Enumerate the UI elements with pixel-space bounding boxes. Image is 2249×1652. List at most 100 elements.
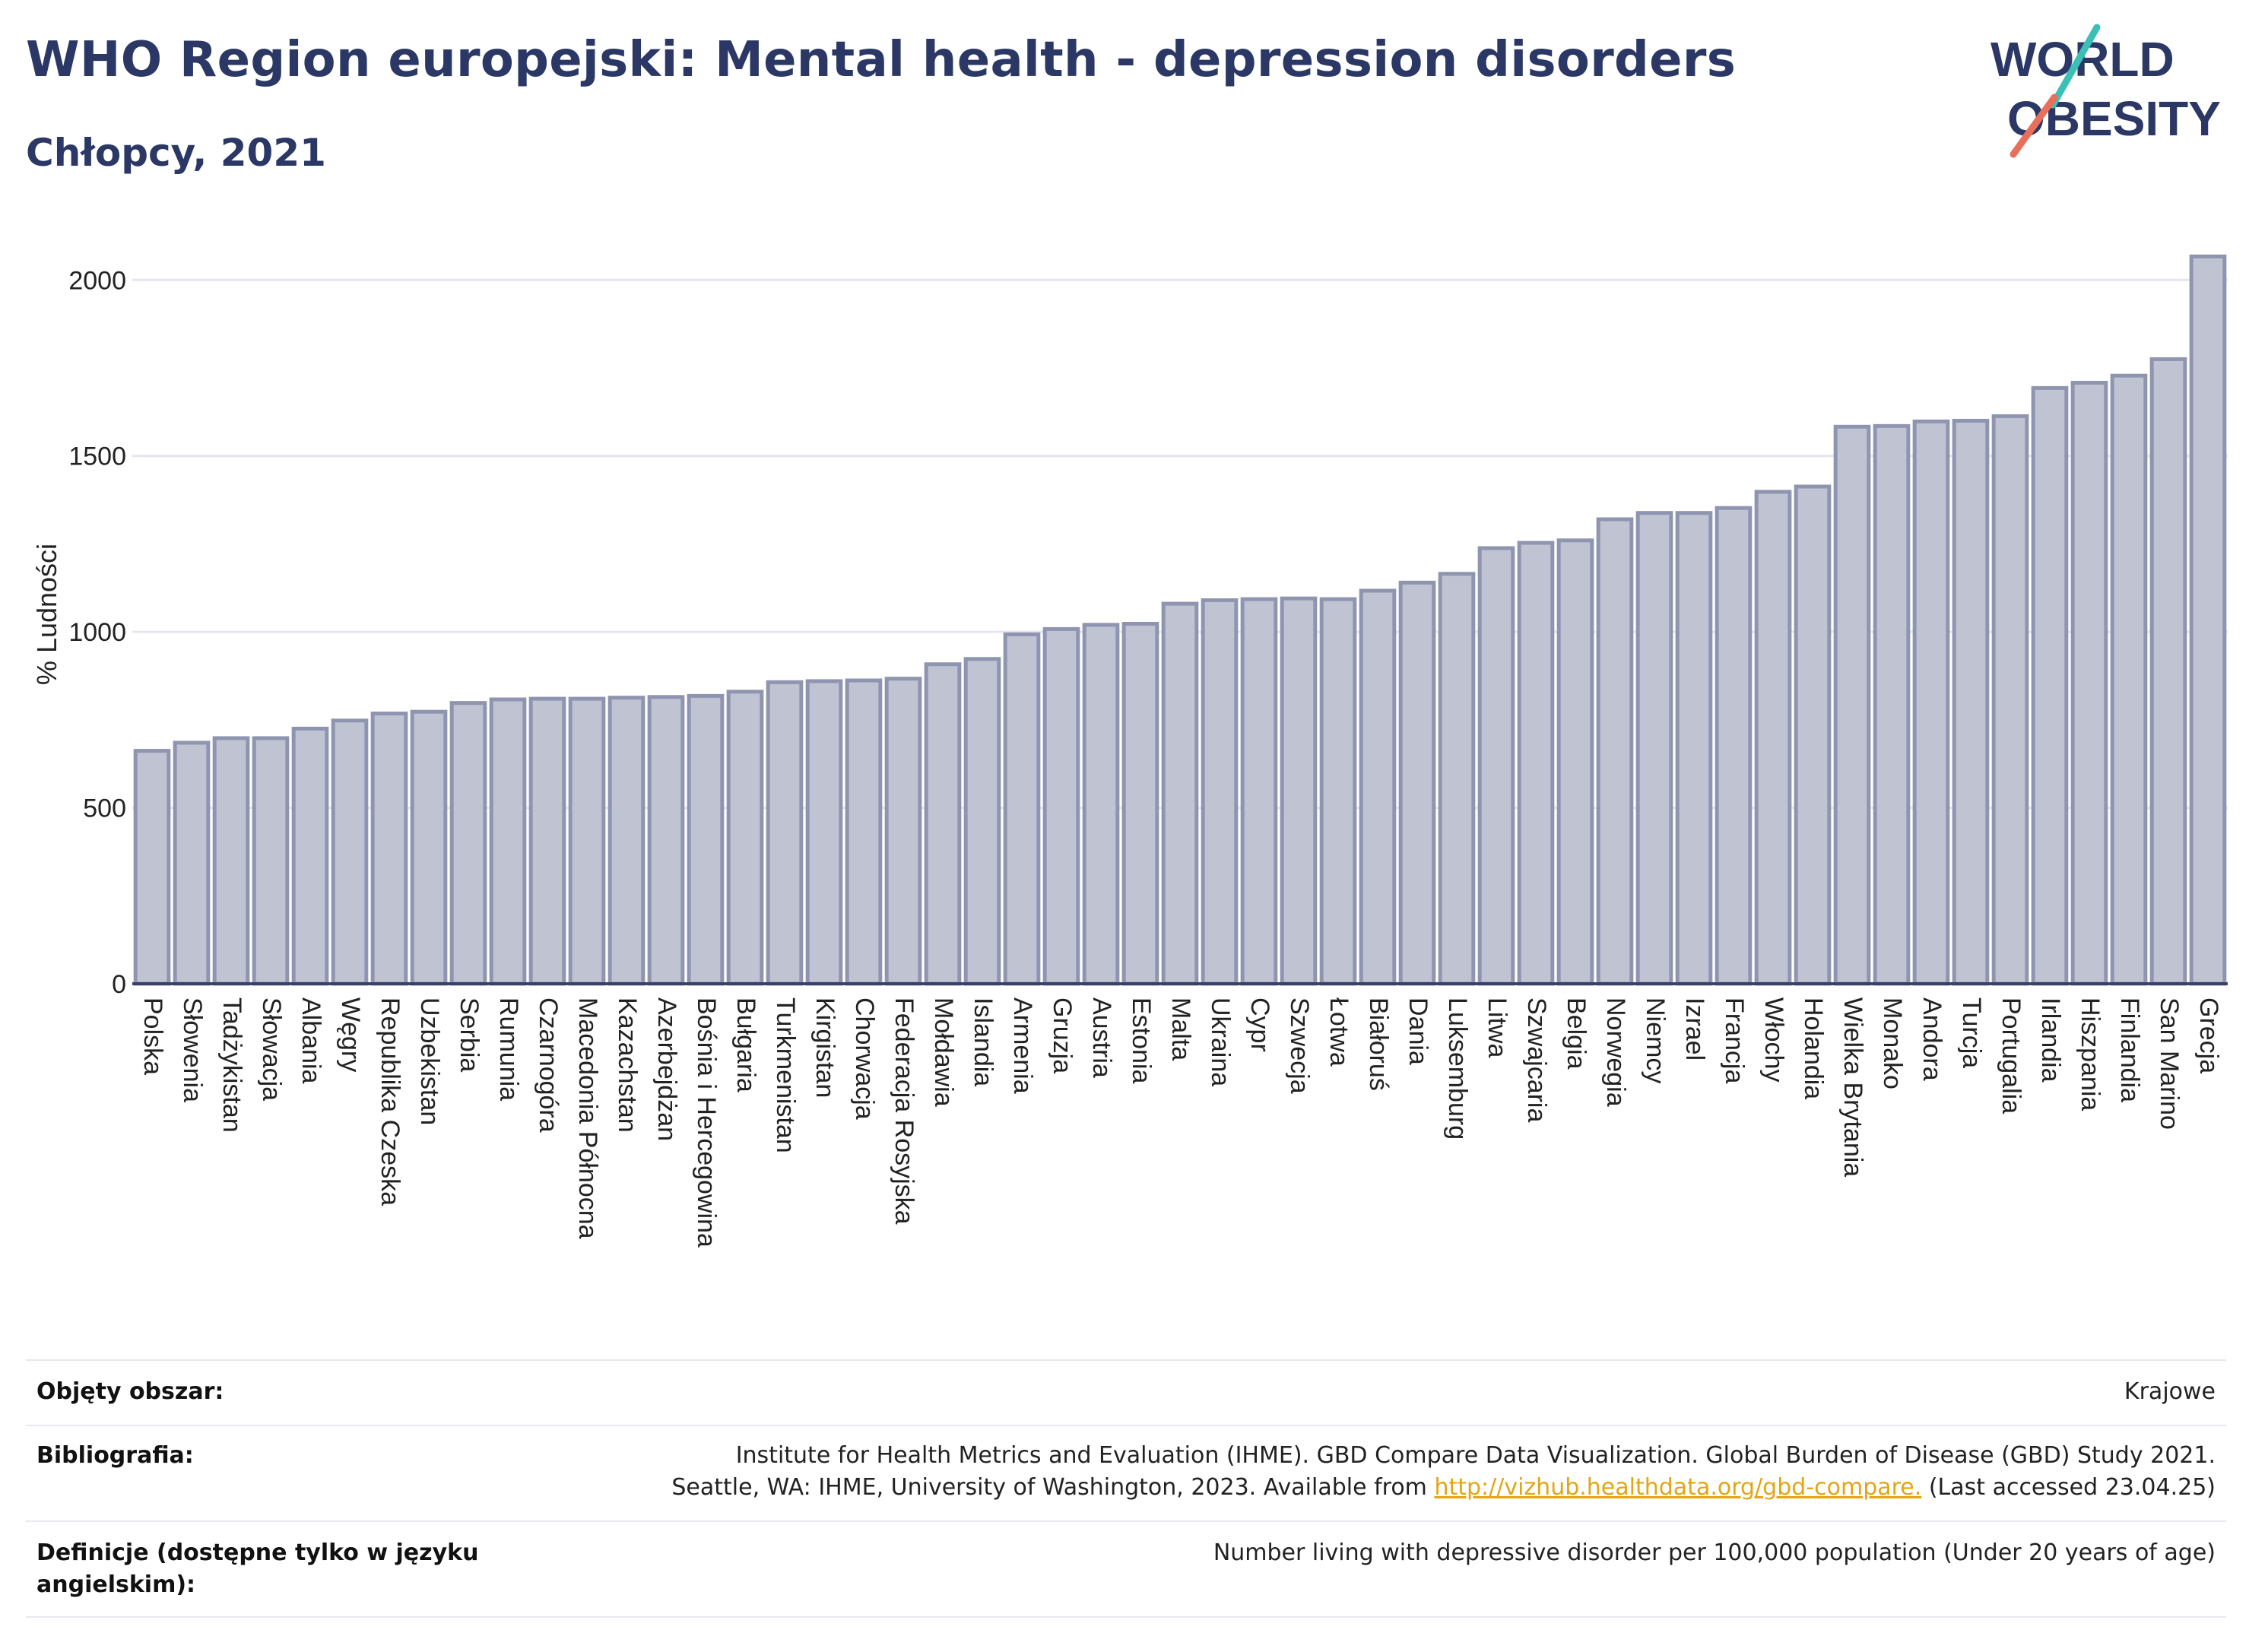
source-link[interactable]: http://vizhub.healthdata.org/gbd-compare… — [1434, 1474, 1922, 1501]
chart-subtitle: Chłopcy, 2021 — [26, 131, 326, 175]
x-tick-label: Finlandia — [2115, 997, 2144, 1102]
bar — [291, 726, 329, 986]
bar — [1873, 423, 1911, 986]
definition-value: Number living with depressive disorder p… — [1213, 1539, 2216, 1566]
bar — [1556, 538, 1594, 986]
bar — [2110, 373, 2148, 986]
x-tick-label: Federacja Rosyjska — [890, 997, 918, 1225]
x-tick-label: Polska — [138, 997, 167, 1075]
bar — [1280, 596, 1318, 986]
definition-label: Definicje (dostępne tylko w języku angie… — [36, 1539, 479, 1598]
x-tick-label: Republika Czeska — [376, 997, 404, 1206]
info-row-coverage: Objęty obszar: Krajowe — [26, 1359, 2226, 1425]
x-tick-label: Azerbejdżan — [652, 997, 681, 1141]
x-tick-label: Bułgaria — [731, 997, 760, 1092]
x-tick-label: Islandia — [969, 997, 998, 1086]
x-tick-label: Portugalia — [1997, 997, 2025, 1114]
bar — [1991, 414, 2029, 986]
bibliography-line2-pre: Seattle, WA: IHME, University of Washing… — [671, 1474, 1435, 1501]
bar — [2149, 357, 2187, 986]
bar — [845, 678, 883, 986]
bar — [924, 662, 962, 986]
logo-slash-bottom — [2010, 94, 2058, 158]
x-tick-label: Grecja — [2194, 997, 2223, 1073]
bar — [1121, 621, 1159, 986]
bar — [1201, 598, 1239, 986]
x-tick-label: Dania — [1404, 997, 1432, 1065]
bibliography-line1: Institute for Health Metrics and Evaluat… — [735, 1442, 2216, 1469]
bibliography-line2: Seattle, WA: IHME, University of Washing… — [543, 1472, 2216, 1504]
bar — [1833, 424, 1871, 986]
bar — [489, 697, 527, 986]
x-tick-label: Albania — [297, 997, 325, 1084]
bar — [1082, 623, 1120, 986]
bar — [370, 712, 408, 986]
chart-title: WHO Region europejski: Mental health - d… — [26, 32, 1737, 88]
bar — [449, 701, 487, 986]
bar — [2189, 254, 2227, 986]
logo-slash-top — [2049, 24, 2101, 109]
bibliography-value: Institute for Health Metrics and Evaluat… — [543, 1440, 2216, 1504]
bar-chart: 0 500 1000 1500 2000 Polska Słowenia Tadżykist… — [31, 254, 2228, 1248]
x-tick-labels: Polska Słowenia Tadżykistan Słowacja Albania… — [138, 997, 2223, 1248]
bar — [1003, 632, 1041, 986]
world-obesity-logo: WORLD OBESITY — [1990, 24, 2221, 158]
x-tick-label: Białoruś — [1364, 997, 1393, 1091]
bar — [963, 657, 1001, 986]
x-tick-label: Słowacja — [257, 997, 286, 1101]
bar — [1438, 572, 1476, 986]
bar — [2031, 385, 2069, 986]
bar — [1715, 506, 1753, 986]
x-tick-label: Słowenia — [178, 997, 207, 1102]
x-tick-label: Malta — [1166, 997, 1195, 1061]
bar — [1517, 541, 1555, 986]
x-tick-label: Izrael — [1680, 997, 1709, 1061]
bar — [1161, 601, 1199, 986]
bar — [133, 749, 171, 986]
x-tick-label: Holandia — [1799, 997, 1828, 1099]
x-tick-label: Irlandia — [2036, 997, 2065, 1083]
x-tick-label: Ukraina — [1206, 997, 1235, 1086]
x-tick-label: Turcja — [1957, 997, 1986, 1068]
info-row-definition: Definicje (dostępne tylko w języku angie… — [26, 1520, 2226, 1618]
bibliography-line2-post: (Last accessed 23.04.25) — [1921, 1474, 2216, 1501]
bar — [1754, 490, 1792, 986]
bar — [1398, 580, 1436, 986]
y-tick-label: 1000 — [68, 618, 126, 647]
bar — [1952, 418, 1990, 986]
x-tick-label: Wielka Brytania — [1838, 997, 1867, 1177]
x-tick-label: Litwa — [1483, 997, 1511, 1057]
bars — [133, 254, 2227, 986]
bar — [647, 695, 685, 986]
bar — [173, 740, 211, 986]
x-tick-label: Hiszpania — [2076, 997, 2105, 1111]
bar — [1794, 484, 1832, 986]
x-tick-label: Chorwacja — [850, 997, 879, 1120]
bar — [410, 709, 448, 986]
x-tick-label: Macedonia Północna — [573, 997, 602, 1239]
x-tick-label: Węgry — [336, 997, 365, 1072]
x-tick-label: Kazachstan — [613, 997, 642, 1133]
x-tick-label: Łotwa — [1324, 997, 1353, 1067]
bar — [252, 736, 290, 986]
bar — [726, 690, 764, 986]
x-tick-label: Tadżykistan — [217, 997, 246, 1133]
bar — [1635, 511, 1673, 986]
x-tick-label: Norwegia — [1601, 997, 1630, 1107]
bar — [805, 679, 843, 986]
x-tick-label: Gruzja — [1048, 997, 1077, 1073]
bar — [766, 680, 804, 986]
x-tick-label: Bośnia i Hercegowina — [692, 997, 721, 1248]
bar — [331, 718, 369, 986]
x-tick-label: Austria — [1087, 997, 1116, 1078]
x-tick-label: Kirgistan — [810, 997, 839, 1098]
x-tick-label: Estonia — [1127, 997, 1156, 1083]
y-tick-labels: 0 500 1000 1500 2000 — [68, 266, 126, 999]
bar — [1477, 546, 1515, 986]
coverage-value: Krajowe — [2124, 1378, 2216, 1405]
bar — [1359, 588, 1397, 986]
x-tick-label: Szwajcaria — [1522, 997, 1551, 1122]
coverage-label: Objęty obszar: — [36, 1378, 224, 1405]
x-tick-label: Serbia — [455, 997, 484, 1072]
bar — [212, 736, 250, 986]
